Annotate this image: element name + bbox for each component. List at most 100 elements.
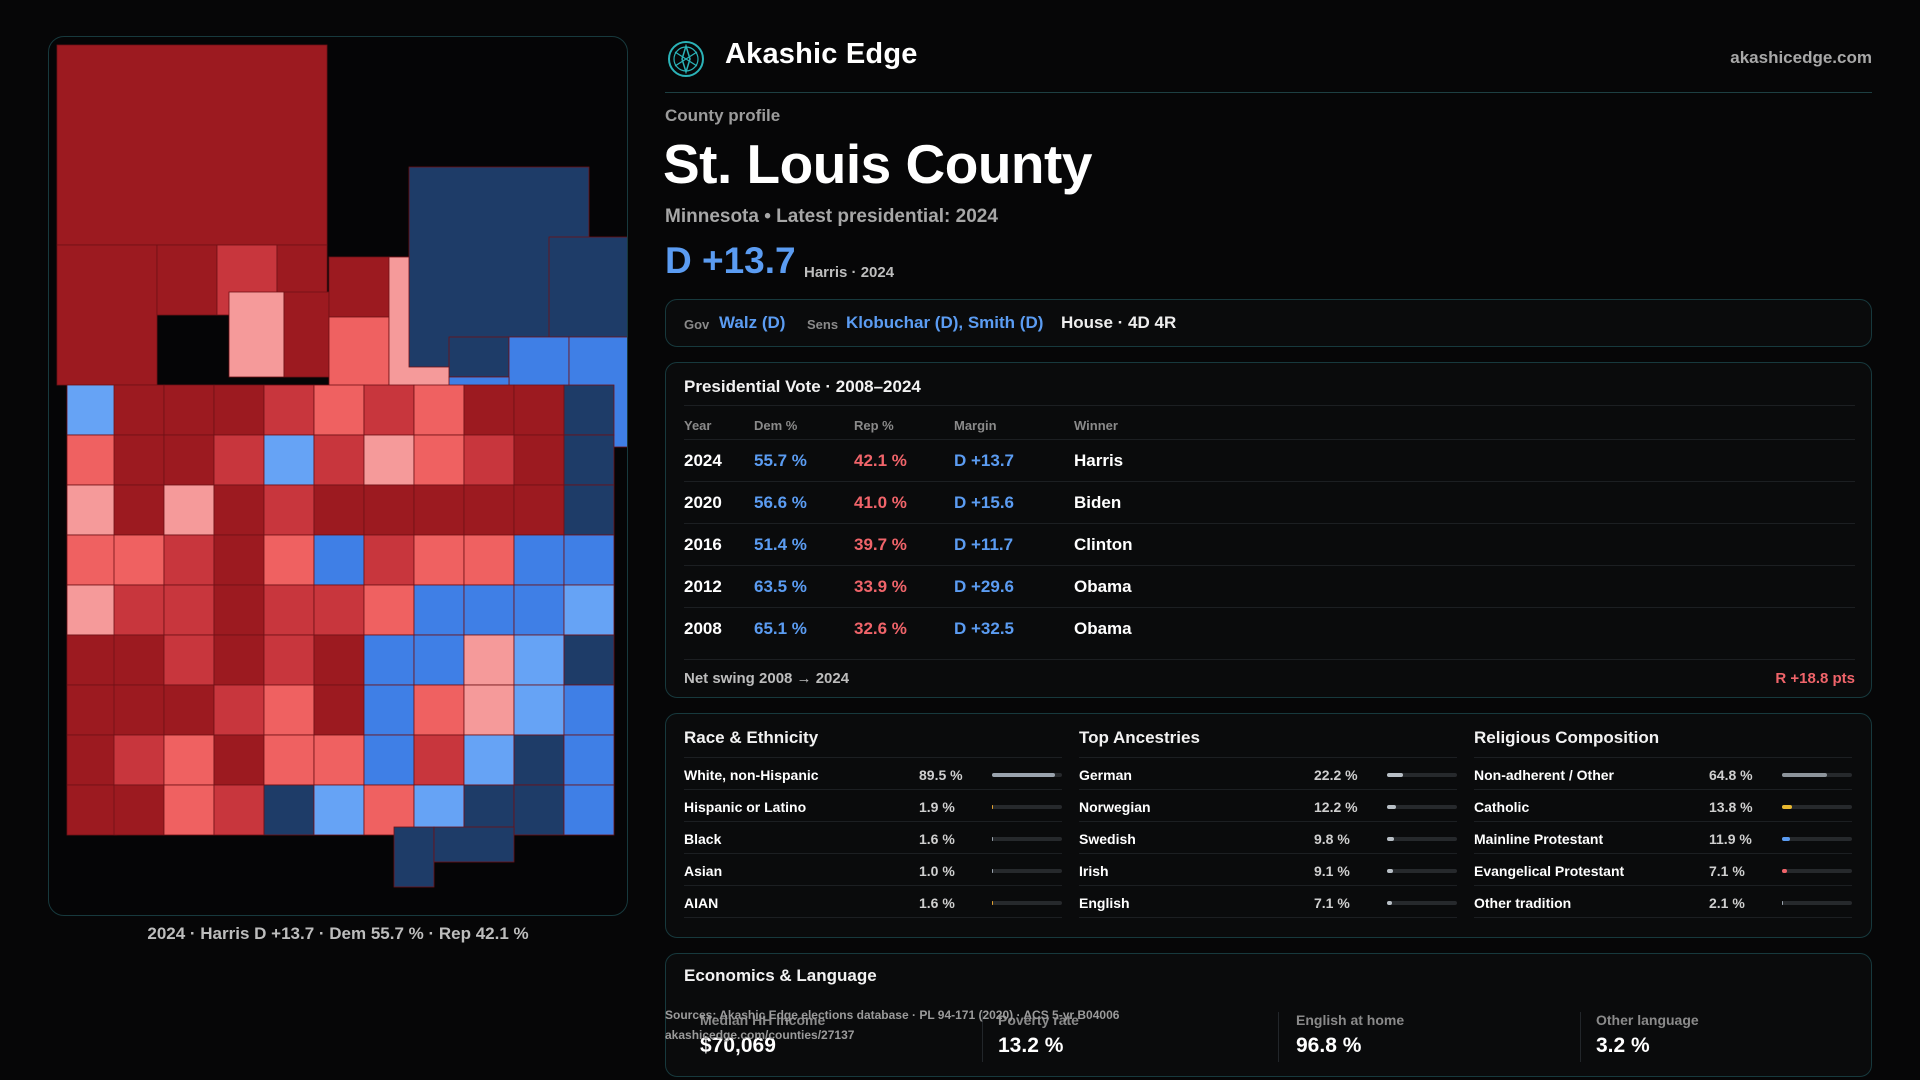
precinct[interactable] <box>113 684 165 736</box>
precinct[interactable] <box>563 484 615 536</box>
table-row[interactable]: 2020 56.6 % 41.0 % D +15.6 Biden <box>684 481 1855 523</box>
precinct[interactable] <box>363 534 415 586</box>
precinct[interactable] <box>363 384 415 436</box>
precinct[interactable] <box>66 784 118 836</box>
precinct[interactable] <box>263 384 315 436</box>
precinct[interactable] <box>363 684 415 736</box>
precinct[interactable] <box>163 734 215 786</box>
precinct[interactable] <box>113 634 165 686</box>
precinct[interactable] <box>163 384 215 436</box>
precinct[interactable] <box>113 584 165 636</box>
precinct[interactable] <box>313 484 365 536</box>
precinct[interactable] <box>263 534 315 586</box>
precinct[interactable] <box>563 684 615 736</box>
precinct[interactable] <box>313 584 365 636</box>
precinct[interactable] <box>463 584 515 636</box>
column-header-margin[interactable]: Margin <box>954 418 997 433</box>
precinct[interactable] <box>563 434 615 486</box>
precinct[interactable] <box>513 784 565 836</box>
precinct[interactable] <box>513 734 565 786</box>
precinct[interactable] <box>363 484 415 536</box>
precinct[interactable] <box>313 684 365 736</box>
precinct[interactable] <box>363 434 415 486</box>
precinct[interactable] <box>313 734 365 786</box>
precinct[interactable] <box>363 634 415 686</box>
precinct[interactable] <box>463 684 515 736</box>
precinct[interactable] <box>463 734 515 786</box>
precinct[interactable] <box>66 484 118 536</box>
governor-link[interactable]: Walz (D) <box>719 313 786 332</box>
precinct[interactable] <box>563 784 615 836</box>
column-header-dem[interactable]: Dem % <box>754 418 798 433</box>
precinct[interactable] <box>263 434 315 486</box>
precinct[interactable] <box>313 784 365 836</box>
precinct[interactable] <box>328 316 390 398</box>
precinct[interactable] <box>163 684 215 736</box>
precinct[interactable] <box>213 384 265 436</box>
precinct[interactable] <box>413 634 465 686</box>
precinct[interactable] <box>263 734 315 786</box>
source-url-link[interactable]: akashicedge.com/counties/27137 <box>665 1028 855 1042</box>
precinct[interactable] <box>363 734 415 786</box>
precinct-map[interactable] <box>48 36 628 916</box>
precinct[interactable] <box>263 484 315 536</box>
precinct[interactable] <box>513 484 565 536</box>
precinct[interactable] <box>213 684 265 736</box>
precinct[interactable] <box>413 584 465 636</box>
precinct[interactable] <box>66 684 118 736</box>
precinct[interactable] <box>413 434 465 486</box>
precinct[interactable] <box>213 534 265 586</box>
precinct[interactable] <box>513 434 565 486</box>
precinct[interactable] <box>313 534 365 586</box>
precinct[interactable] <box>66 634 118 686</box>
precinct[interactable] <box>263 634 315 686</box>
precinct[interactable] <box>213 784 265 836</box>
column-header-rep[interactable]: Rep % <box>854 418 894 433</box>
precinct[interactable] <box>463 434 515 486</box>
precinct[interactable] <box>228 291 285 378</box>
precinct[interactable] <box>513 534 565 586</box>
precinct[interactable] <box>163 434 215 486</box>
precinct[interactable] <box>263 784 315 836</box>
column-header-year[interactable]: Year <box>684 418 712 433</box>
precinct[interactable] <box>56 244 158 386</box>
precinct[interactable] <box>66 734 118 786</box>
precinct[interactable] <box>163 534 215 586</box>
precinct[interactable] <box>283 291 330 378</box>
precinct[interactable] <box>313 384 365 436</box>
table-row[interactable]: 2008 65.1 % 32.6 % D +32.5 Obama <box>684 607 1855 649</box>
precinct[interactable] <box>113 734 165 786</box>
precinct[interactable] <box>113 384 165 436</box>
precinct[interactable] <box>363 584 415 636</box>
precinct[interactable] <box>213 634 265 686</box>
precinct[interactable] <box>113 534 165 586</box>
precinct[interactable] <box>213 734 265 786</box>
precinct[interactable] <box>513 584 565 636</box>
precinct[interactable] <box>163 634 215 686</box>
precinct[interactable] <box>113 784 165 836</box>
senators-link[interactable]: Klobuchar (D), Smith (D) <box>846 313 1044 332</box>
precinct[interactable] <box>56 44 328 246</box>
precinct[interactable] <box>563 734 615 786</box>
precinct[interactable] <box>463 534 515 586</box>
table-row[interactable]: 2016 51.4 % 39.7 % D +11.7 Clinton <box>684 523 1855 565</box>
precinct[interactable] <box>66 584 118 636</box>
table-row[interactable]: 2012 63.5 % 33.9 % D +29.6 Obama <box>684 565 1855 607</box>
precinct[interactable] <box>263 584 315 636</box>
precinct[interactable] <box>163 784 215 836</box>
precinct[interactable] <box>413 734 465 786</box>
precinct[interactable] <box>563 584 615 636</box>
precinct[interactable] <box>66 434 118 486</box>
precinct[interactable] <box>413 384 465 436</box>
precinct[interactable] <box>463 384 515 436</box>
precinct[interactable] <box>313 634 365 686</box>
precinct[interactable] <box>513 634 565 686</box>
precinct[interactable] <box>513 684 565 736</box>
compass-icon[interactable] <box>667 40 705 78</box>
precinct[interactable] <box>66 384 118 436</box>
brand-name[interactable]: Akashic Edge <box>725 38 918 70</box>
precinct[interactable] <box>563 534 615 586</box>
precinct[interactable] <box>393 826 435 888</box>
precinct[interactable] <box>113 484 165 536</box>
precinct[interactable] <box>113 434 165 486</box>
